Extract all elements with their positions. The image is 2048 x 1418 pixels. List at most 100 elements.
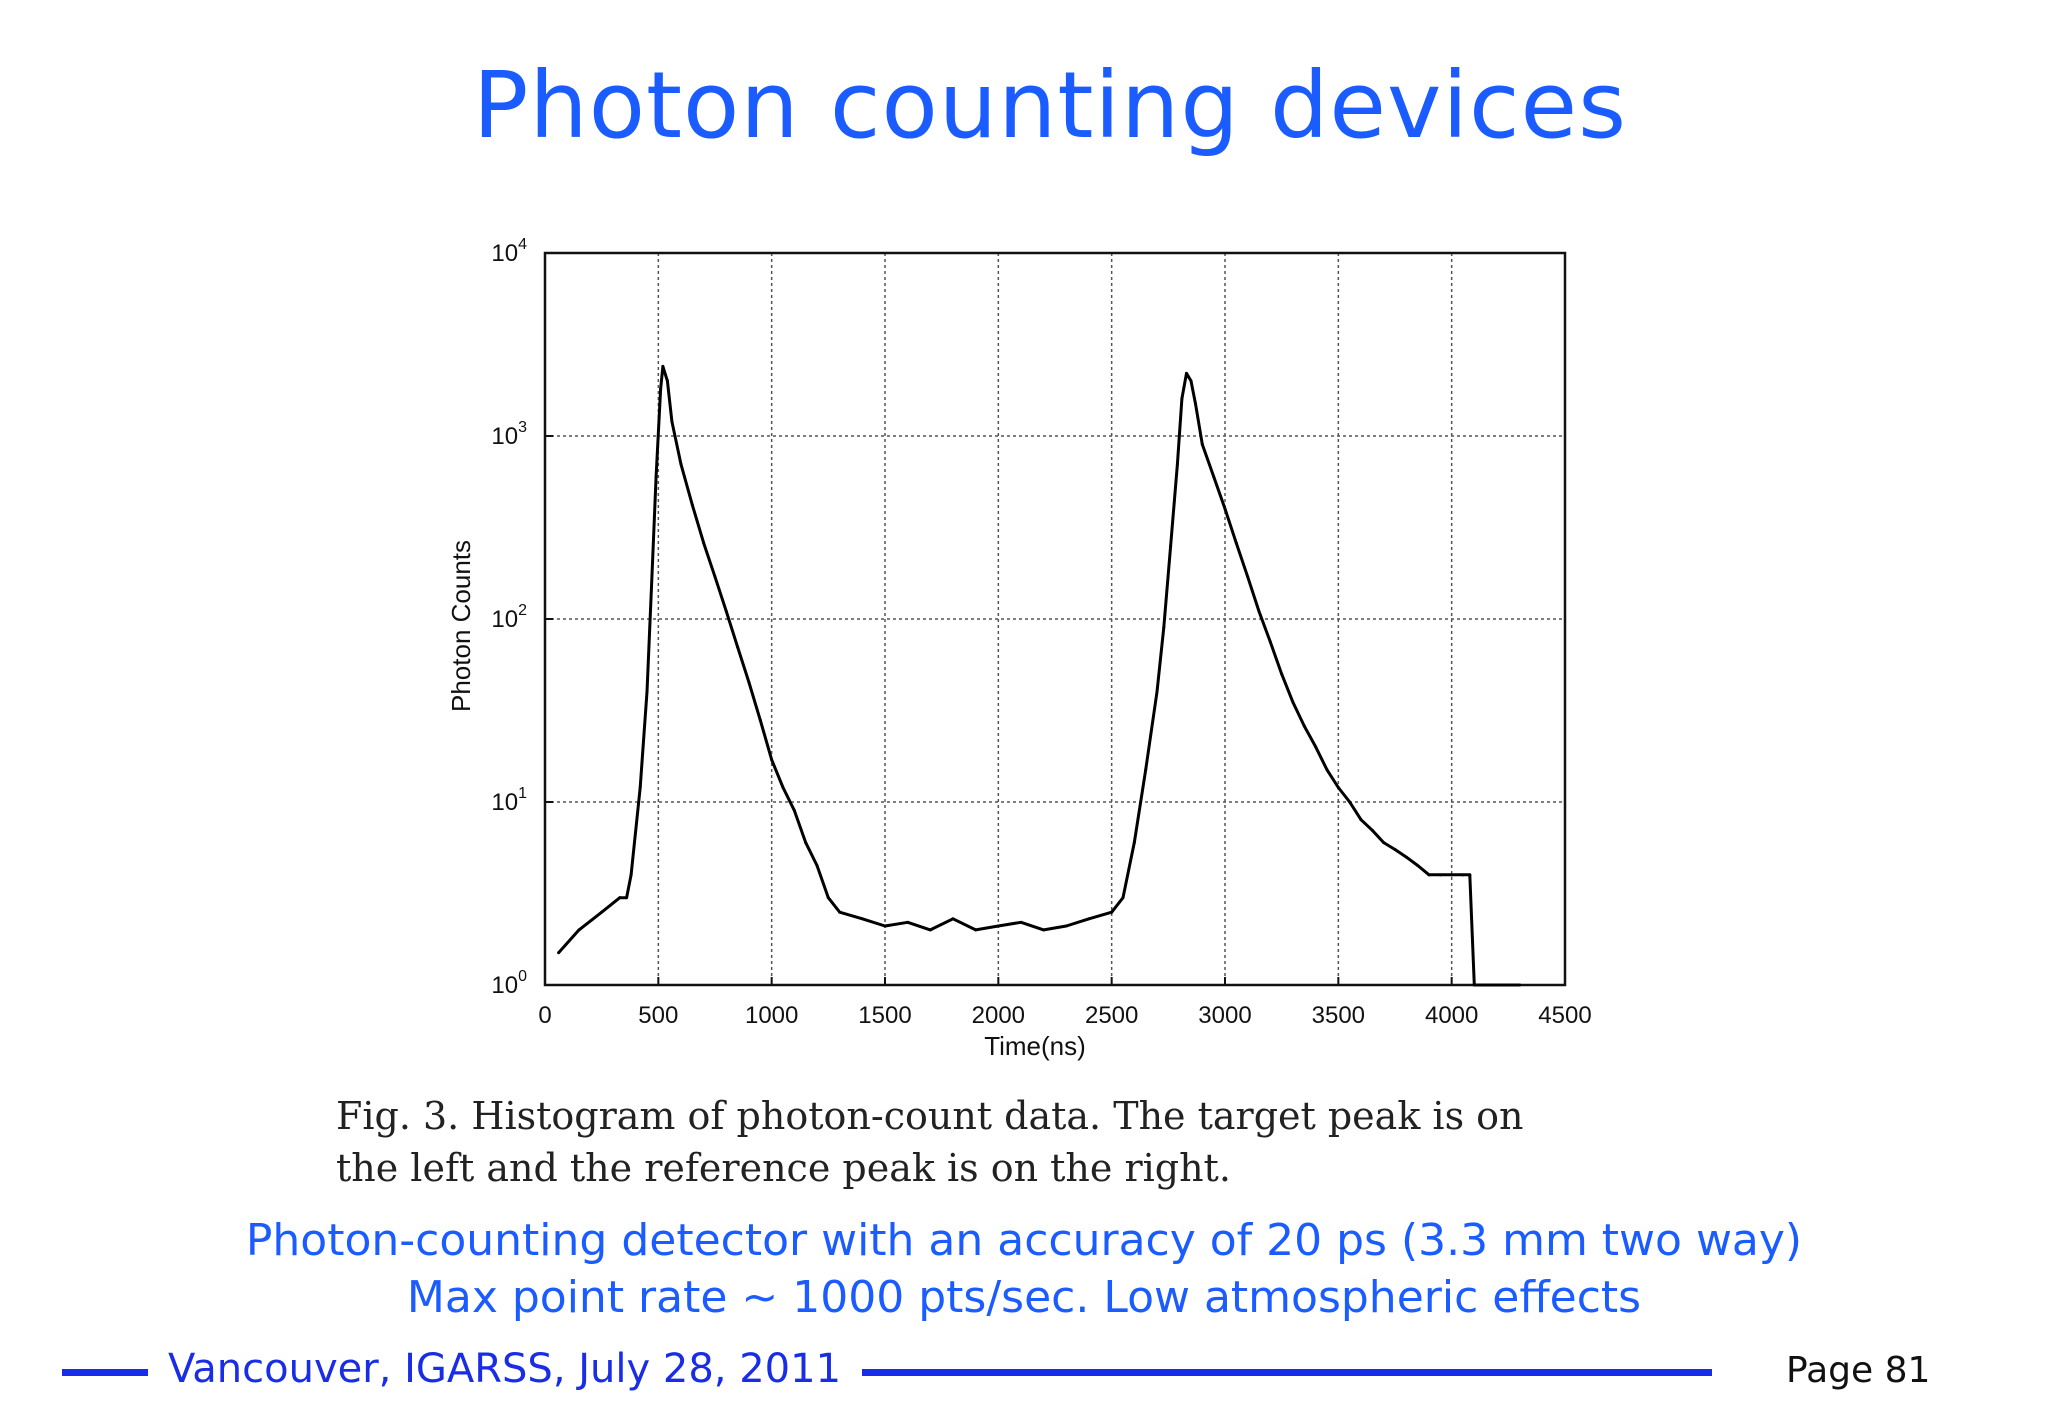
data-point: [974, 928, 978, 932]
x-tick-label: 0: [538, 1002, 551, 1029]
caption-line-1: Fig. 3. Histogram of photon-count data. …: [336, 1094, 1524, 1138]
data-point: [781, 786, 785, 790]
data-point: [600, 910, 604, 914]
data-point: [838, 910, 842, 914]
data-point: [1064, 924, 1068, 928]
x-tick-label: 2000: [972, 1002, 1025, 1029]
series-layer: [557, 364, 1522, 987]
data-point: [951, 917, 955, 921]
data-point: [1175, 462, 1179, 466]
data-point: [1121, 896, 1125, 900]
data-point: [1162, 625, 1166, 629]
data-point: [1189, 379, 1193, 383]
data-point: [645, 690, 649, 694]
data-point: [659, 387, 663, 391]
data-point: [1461, 873, 1465, 877]
data-point: [679, 462, 683, 466]
data-point: [1518, 983, 1522, 987]
data-point: [629, 873, 633, 877]
data-point: [1246, 575, 1250, 579]
data-point: [1280, 672, 1284, 676]
y-tick-label: 104: [491, 236, 527, 267]
data-point: [758, 718, 762, 722]
data-point: [747, 680, 751, 684]
x-tick-label: 3500: [1312, 1002, 1365, 1029]
data-point: [661, 364, 665, 368]
data-point: [1087, 917, 1091, 921]
data-point: [1200, 442, 1204, 446]
data-point: [1212, 475, 1216, 479]
footer-rule-right: [862, 1369, 1712, 1376]
data-point: [1144, 768, 1148, 772]
data-point: [670, 420, 674, 424]
data-point: [1110, 910, 1114, 914]
data-point: [1427, 873, 1431, 877]
data-point: [1450, 873, 1454, 877]
y-tick-label: 101: [491, 785, 527, 816]
data-point: [1314, 745, 1318, 749]
footer-text: Vancouver, IGARSS, July 28, 2011: [168, 1346, 842, 1392]
data-point: [1132, 841, 1136, 845]
data-point: [928, 928, 932, 932]
x-tick-label: 4000: [1425, 1002, 1478, 1029]
data-point: [1291, 700, 1295, 704]
note-line-1: Photon-counting detector with an accurac…: [245, 1215, 1803, 1266]
data-point: [1234, 541, 1238, 545]
data-point: [815, 863, 819, 867]
y-tick-label: 103: [491, 419, 527, 450]
data-point: [792, 808, 796, 812]
axis-layer: 0 500 1000 1500 2000 2500 3000 3500 4000 4500 100 1…: [491, 236, 1591, 1029]
data-point: [1468, 873, 1472, 877]
caption-line-2: the left and the reference peak is on th…: [336, 1146, 1231, 1190]
slide-title: Photon counting devices: [472, 52, 1628, 159]
data-point: [702, 541, 706, 545]
x-tick-label: 500: [638, 1002, 678, 1029]
page-number: Page 81: [1786, 1350, 1931, 1391]
data-point: [906, 920, 910, 924]
plot-frame: [543, 251, 1567, 987]
data-point: [860, 917, 864, 921]
data-point: [1359, 818, 1363, 822]
data-point: [1042, 928, 1046, 932]
data-point: [690, 503, 694, 507]
data-point: [1302, 724, 1306, 728]
data-point: [724, 609, 728, 613]
x-axis-label: Time(ns): [984, 1031, 1086, 1061]
data-point: [996, 924, 1000, 928]
note-line-2: Max point rate ~ 1000 pts/sec. Low atmos…: [406, 1272, 1642, 1323]
data-point: [1184, 371, 1188, 375]
data-point: [557, 951, 561, 955]
data-point: [625, 896, 629, 900]
photon-count-chart: 0 500 1000 1500 2000 2500 3000 3500 4000 4500 100 1…: [420, 215, 1620, 1075]
data-point: [618, 896, 622, 900]
x-tick-label: 3000: [1198, 1002, 1251, 1029]
data-point: [1155, 690, 1159, 694]
figure-caption: Fig. 3. Histogram of photon-count data. …: [336, 1090, 1736, 1194]
x-tick-label: 1500: [858, 1002, 911, 1029]
data-point: [713, 575, 717, 579]
data-point: [1348, 800, 1352, 804]
data-point: [736, 645, 740, 649]
data-point: [577, 928, 581, 932]
data-point: [1194, 402, 1198, 406]
data-point: [654, 475, 658, 479]
data-point: [1257, 609, 1261, 613]
y-tick-label: 100: [491, 968, 527, 999]
data-point: [1019, 920, 1023, 924]
data-point: [1268, 640, 1272, 644]
data-point: [826, 896, 830, 900]
data-point: [1404, 855, 1408, 859]
data-point: [1180, 397, 1184, 401]
data-point: [665, 379, 669, 383]
data-point: [1325, 768, 1329, 772]
data-point: [804, 841, 808, 845]
x-tick-label: 2500: [1085, 1002, 1138, 1029]
y-tick-label: 102: [491, 602, 527, 633]
series-line: [557, 364, 1520, 987]
grid-layer: [545, 253, 1565, 985]
data-point: [1416, 863, 1420, 867]
data-point: [1382, 841, 1386, 845]
x-tick-label: 1000: [745, 1002, 798, 1029]
data-point: [1223, 507, 1227, 511]
data-point: [770, 758, 774, 762]
